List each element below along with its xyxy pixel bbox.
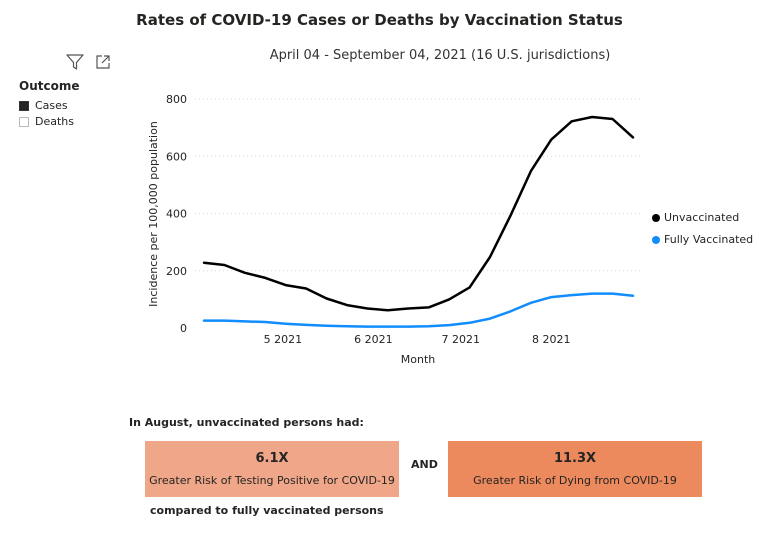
legend-dot-icon bbox=[652, 213, 660, 222]
slicer-title: Outcome bbox=[19, 79, 80, 93]
card-label: Greater Risk of Testing Positive for COV… bbox=[149, 474, 395, 487]
x-axis-title: Month bbox=[401, 353, 436, 366]
page-title: Rates of COVID-19 Cases or Deaths by Vac… bbox=[136, 11, 623, 29]
filter-icon[interactable] bbox=[65, 52, 85, 72]
risk-card-deaths: 11.3X Greater Risk of Dying from COVID-1… bbox=[448, 441, 702, 497]
card-label: Greater Risk of Dying from COVID-19 bbox=[473, 474, 677, 487]
card-value: 11.3X bbox=[553, 451, 597, 466]
legend-item-fully-vaccinated[interactable]: Fully Vaccinated bbox=[652, 233, 753, 246]
series-line-fully-vaccinated[interactable] bbox=[202, 292, 635, 328]
y-tick-label: 0 bbox=[180, 322, 187, 335]
checkbox-checked-icon[interactable] bbox=[19, 100, 29, 111]
y-tick-label: 400 bbox=[166, 208, 187, 221]
y-tick-label: 200 bbox=[166, 265, 187, 278]
page-subtitle: April 04 - September 04, 2021 (16 U.S. j… bbox=[269, 48, 611, 63]
x-tick-label: 7 2021 bbox=[442, 333, 481, 346]
legend-label: Unvaccinated bbox=[664, 211, 740, 224]
y-tick-label: 800 bbox=[166, 93, 187, 106]
line-chart: 0 200 400 600 800 5 2021 6 2021 7 2021 8 2021 In… bbox=[147, 93, 640, 366]
y-tick-label: 600 bbox=[166, 150, 187, 163]
slicer-item-label: Deaths bbox=[35, 115, 74, 128]
x-tick-label: 5 2021 bbox=[264, 333, 303, 346]
y-axis-title: Incidence per 100,000 population bbox=[147, 121, 160, 307]
risk-card-cases: 6.1X Greater Risk of Testing Positive fo… bbox=[145, 441, 399, 497]
legend-dot-icon bbox=[652, 235, 660, 244]
and-label: AND bbox=[411, 458, 438, 471]
slicer-item-label: Cases bbox=[35, 99, 68, 112]
card-value: 6.1X bbox=[255, 451, 289, 466]
legend-label: Fully Vaccinated bbox=[664, 233, 754, 246]
slicer-item-deaths[interactable]: Deaths bbox=[19, 115, 74, 128]
series-line-unvaccinated[interactable] bbox=[202, 115, 635, 312]
focus-mode-icon[interactable] bbox=[93, 52, 113, 72]
checkbox-unchecked-icon[interactable] bbox=[19, 116, 29, 127]
slicer-item-cases[interactable]: Cases bbox=[19, 99, 68, 112]
chart-series bbox=[202, 115, 635, 328]
chart-axes: 0 200 400 600 800 5 2021 6 2021 7 2021 8 2021 bbox=[166, 93, 571, 346]
legend-item-unvaccinated[interactable]: Unvaccinated bbox=[652, 211, 739, 224]
chart-gridlines bbox=[195, 98, 640, 272]
x-tick-label: 8 2021 bbox=[532, 333, 571, 346]
callout-heading: In August, unvaccinated persons had: bbox=[129, 416, 364, 429]
callout-footer: compared to fully vaccinated persons bbox=[150, 504, 384, 517]
x-tick-label: 6 2021 bbox=[354, 333, 393, 346]
